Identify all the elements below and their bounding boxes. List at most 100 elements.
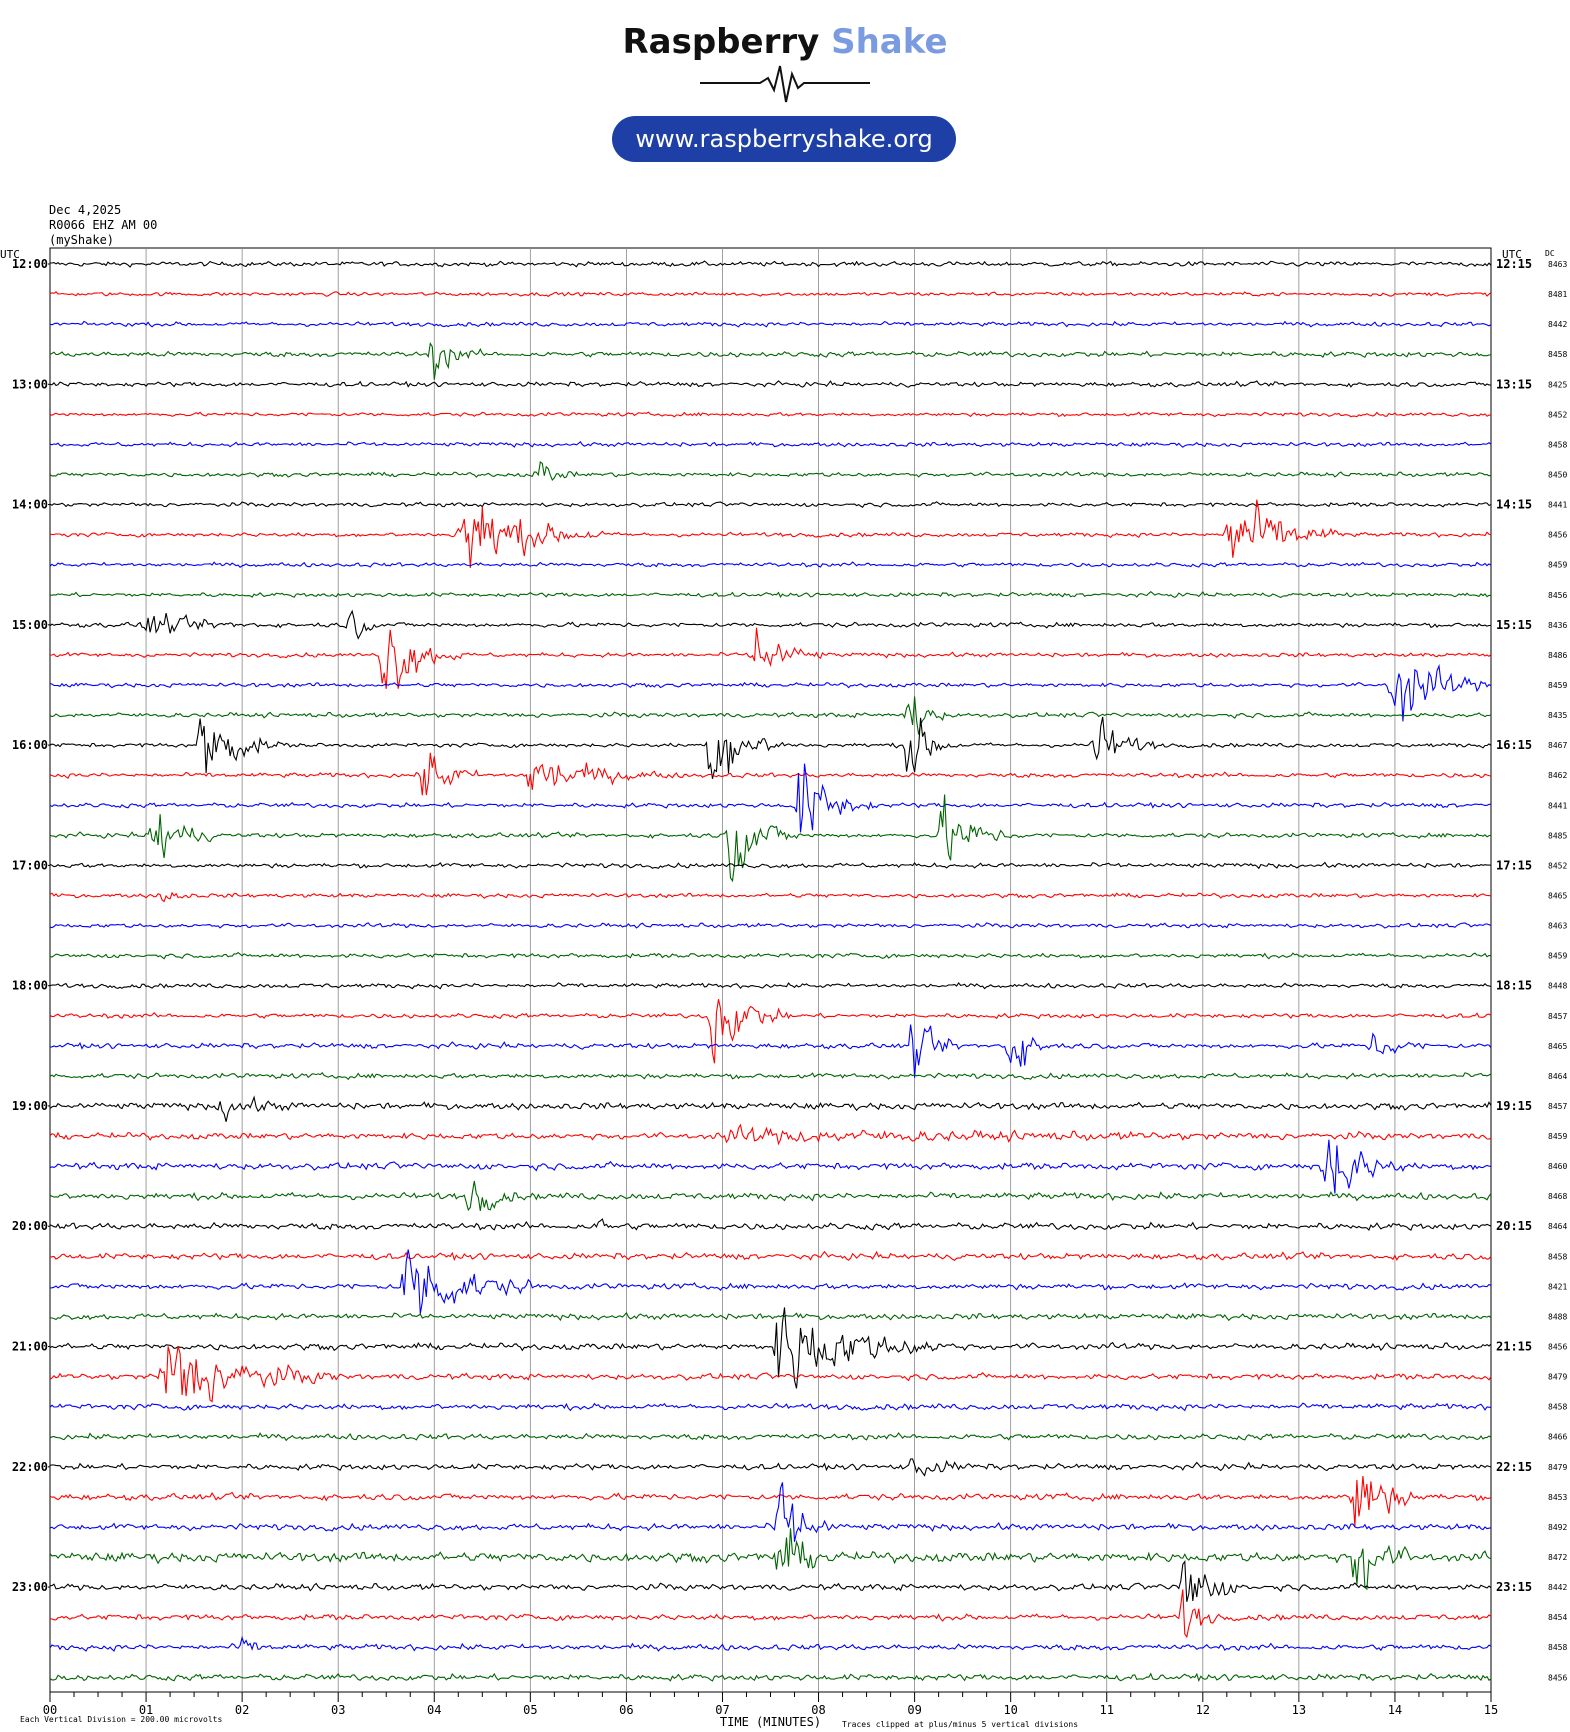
trace-2 [49,320,1492,328]
hour-label-left: 21:00 [12,1340,48,1354]
trace-37 [49,1345,1492,1403]
trace-5 [49,411,1491,418]
left-axis-title: UTC [0,248,20,261]
dc-value: 8458 [1548,350,1567,359]
trace-36 [49,1307,1492,1389]
hour-label-left: 12:00 [12,257,48,271]
data-source: (myShake) [49,233,115,247]
trace-4 [49,380,1492,388]
trace-47 [49,1672,1492,1683]
hour-label-left: 17:00 [12,858,48,872]
x-tick-label: 00 [43,1703,57,1717]
dc-value: 8457 [1548,1102,1567,1111]
trace-12 [49,609,1492,640]
dc-value: 8479 [1548,1373,1567,1382]
trace-9 [49,499,1492,568]
x-tick-label: 08 [811,1703,825,1717]
hour-label-right: 20:15 [1496,1219,1532,1233]
trace-18 [49,763,1492,833]
right-axis-title: UTC [1502,248,1522,261]
x-tick-label: 15 [1484,1703,1498,1717]
trace-44 [49,1560,1492,1602]
trace-21 [49,891,1492,903]
dc-value: 8465 [1548,891,1567,900]
trace-29 [49,1123,1492,1146]
chart-date: Dec 4,2025 [49,203,122,217]
clip-note: Traces clipped at plus/minus 5 vertical … [842,1720,1078,1729]
trace-10 [49,561,1492,569]
dc-value: 8441 [1548,801,1567,810]
dc-value: 8492 [1548,1523,1567,1532]
trace-11 [50,590,1492,599]
dc-value: 8488 [1548,1312,1567,1321]
dc-value: 8486 [1548,651,1567,660]
hour-label-right: 15:15 [1496,618,1532,632]
dc-value: 8458 [1548,1252,1567,1261]
station-id: R0066 EHZ AM 00 [49,218,158,232]
dc-value: 8452 [1548,861,1567,870]
x-tick-label: 10 [1003,1703,1017,1717]
dc-value: 8459 [1548,561,1567,570]
dc-value: 8436 [1548,621,1567,630]
trace-30 [49,1139,1492,1194]
hour-label-right: 14:15 [1496,498,1532,512]
x-tick-label: 03 [331,1703,345,1717]
trace-35 [49,1311,1492,1322]
trace-42 [49,1482,1492,1542]
trace-15 [49,696,1492,735]
x-tick-label: 14 [1388,1703,1402,1717]
hour-label-left: 15:00 [12,618,48,632]
x-axis-label: TIME (MINUTES) [720,1715,821,1729]
trace-20 [49,861,1492,870]
dc-value: 8462 [1548,771,1567,780]
dc-value: 8442 [1548,320,1567,329]
trace-1 [49,291,1492,298]
dc-value: 8460 [1548,1162,1567,1171]
hour-label-left: 16:00 [12,738,48,752]
trace-7 [49,461,1492,481]
trace-45 [49,1589,1492,1639]
dc-value: 8481 [1548,290,1567,299]
seismic-wave-icon [700,65,870,103]
x-tick-label: 11 [1100,1703,1114,1717]
trace-38 [49,1402,1492,1412]
trace-14 [49,663,1492,722]
trace-23 [49,951,1492,960]
dc-value: 8472 [1548,1553,1567,1562]
trace-27 [49,1071,1492,1081]
dc-value: 8468 [1548,1192,1567,1201]
dc-value: 8456 [1548,1343,1567,1352]
dc-value: 8465 [1548,1042,1567,1051]
plot-frame [49,247,1492,1693]
dc-value: 8485 [1548,831,1567,840]
dc-value: 8448 [1548,982,1567,991]
dc-value: 8464 [1548,1222,1567,1231]
trace-24 [49,981,1492,990]
dc-value: 8467 [1548,741,1567,750]
hour-label-right: 19:15 [1496,1099,1532,1113]
x-tick-label: 05 [523,1703,537,1717]
x-tick-label: 07 [715,1703,729,1717]
trace-3 [49,341,1492,380]
x-tick-label: 04 [427,1703,441,1717]
dc-value: 8441 [1548,501,1567,510]
dc-value: 8421 [1548,1282,1567,1291]
x-tick-label: 12 [1196,1703,1210,1717]
trace-33 [49,1250,1492,1262]
website-link[interactable]: www.raspberryshake.org [612,116,956,162]
x-tick-label: 01 [139,1703,153,1717]
dc-value: 8458 [1548,1643,1567,1652]
trace-41 [49,1475,1492,1527]
x-tick-label: 09 [907,1703,921,1717]
x-tick-label: 06 [619,1703,633,1717]
brand-primary: Raspberry [622,22,820,62]
hour-label-left: 14:00 [12,498,48,512]
dc-title: DC [1545,249,1555,258]
trace-46 [49,1635,1492,1652]
dc-value: 8459 [1548,1132,1567,1141]
dc-value: 8458 [1548,1403,1567,1412]
hour-label-right: 21:15 [1496,1340,1532,1354]
trace-8 [49,501,1492,509]
dc-value: 8457 [1548,1012,1567,1021]
